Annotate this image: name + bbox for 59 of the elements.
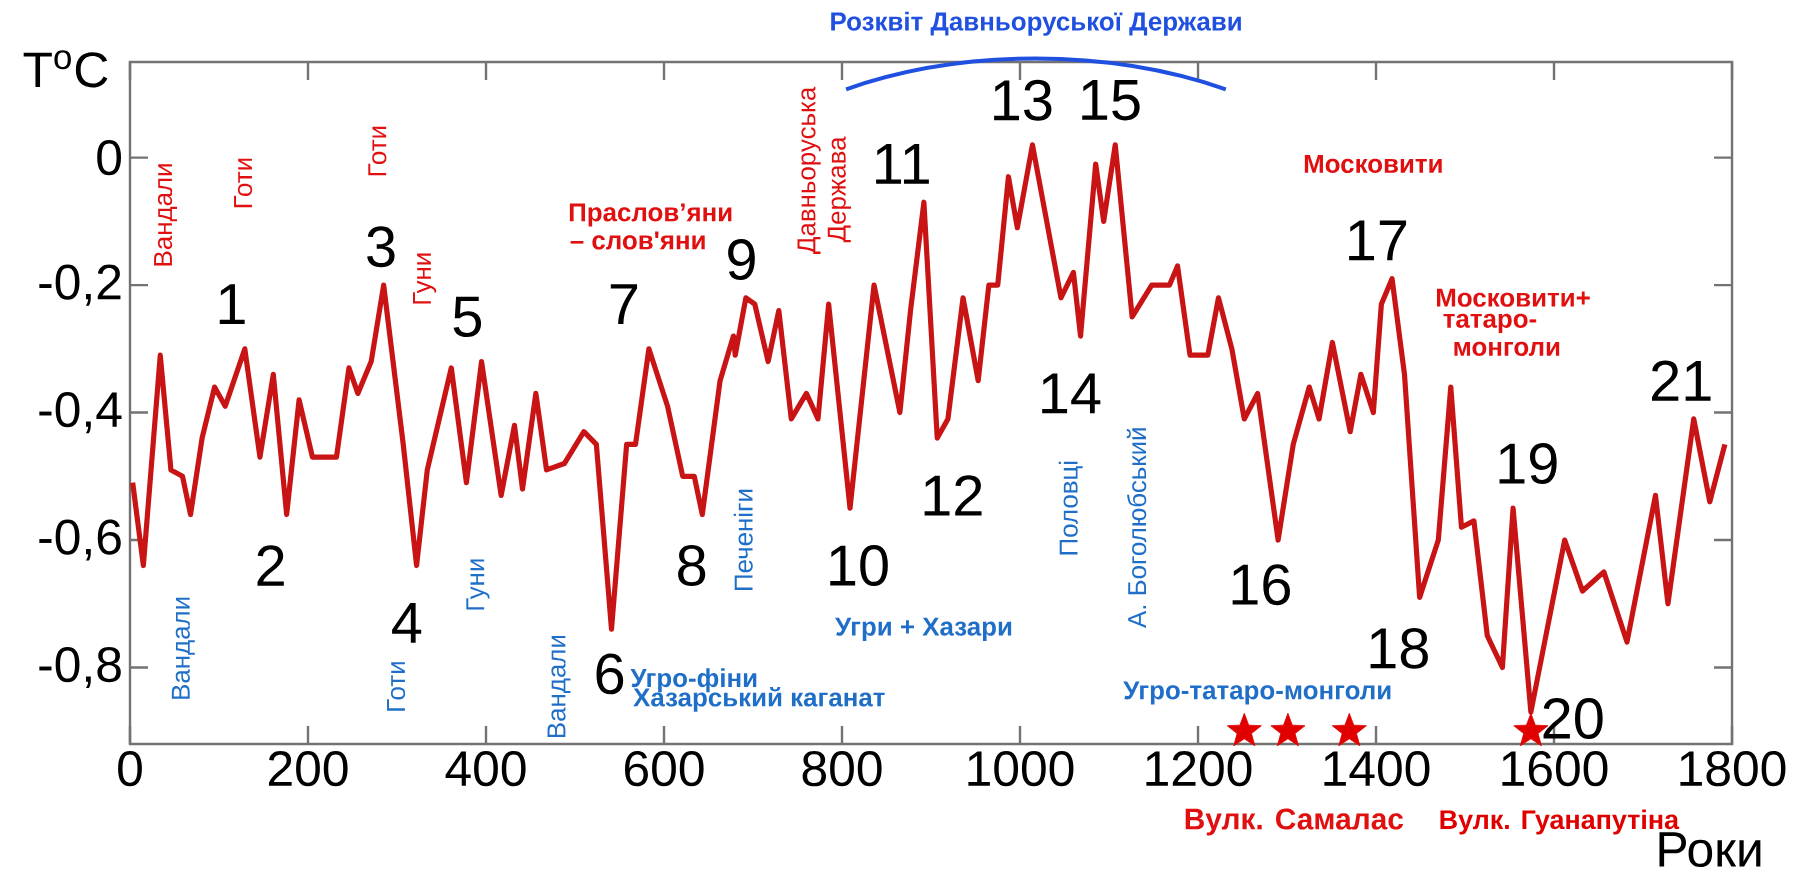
annotation: Печеніги: [733, 489, 753, 590]
y-tick-label: -0,6: [39, 519, 121, 561]
y-tick-label: -0,8: [39, 646, 121, 689]
annotation: Московити+: [1436, 288, 1590, 307]
annotation: Вандали: [547, 635, 571, 738]
annotation: Угро-татаро-монголи: [1123, 681, 1391, 705]
x-tick-label: 600: [624, 751, 704, 787]
x-tick-label: 400: [445, 751, 526, 787]
annotation: Готи: [387, 662, 406, 711]
x-tick-label: 1000: [968, 751, 1074, 787]
annotation: 2: [257, 545, 284, 586]
annotation: 5: [453, 296, 482, 338]
y-axis-title: T$^{o}$C: [23, 50, 108, 88]
annotation: 17: [1349, 220, 1407, 261]
annotation: татаро-: [1443, 313, 1537, 334]
x-tick-label: 1800: [1680, 751, 1786, 787]
annotation: Готи: [368, 126, 387, 176]
text: Вулк. Самалас: [1185, 808, 1404, 836]
annotation: 21: [1652, 360, 1711, 401]
annotation: Гуни: [413, 253, 437, 304]
x-tick-label: 1200: [1146, 751, 1252, 787]
annotation: 13: [994, 79, 1052, 121]
annotation: Половці: [1058, 461, 1083, 555]
annotation: Праслов’яни: [569, 203, 732, 227]
x-tick-label: 800: [802, 751, 882, 787]
annotation: Московити: [1304, 154, 1442, 173]
annotation: 11: [876, 144, 929, 184]
annotation: 4: [392, 603, 422, 643]
annotation: 7: [610, 284, 638, 325]
annotation: 10: [830, 545, 888, 586]
annotation: 1: [219, 284, 245, 325]
annotation: 12: [924, 475, 982, 516]
annotation: 16: [1232, 564, 1290, 606]
annotation: 6: [596, 653, 624, 695]
y-tick-label: -0,2: [39, 264, 121, 306]
annotation: 14: [1042, 373, 1101, 414]
annotation: 15: [1082, 80, 1140, 121]
annotation: Угри + Хазари: [835, 617, 1012, 641]
y-tick-label: -0,4: [39, 391, 122, 434]
annotation: монголи: [1454, 341, 1560, 356]
annotation: А. Боголюбський: [1126, 428, 1147, 628]
annotation: 20: [1543, 698, 1603, 739]
x-tick-label: 1600: [1502, 751, 1608, 787]
annotation: 19: [1499, 443, 1557, 485]
annotation: Вандали: [154, 164, 178, 266]
y-tick-label: 0: [97, 139, 122, 176]
x-tick-label: 200: [268, 751, 348, 787]
annotation: Гуни: [466, 559, 490, 610]
annotation: Готи: [234, 158, 253, 208]
text: Розквіт Давньоруської Держави: [831, 11, 1241, 36]
annotation: 8: [678, 545, 706, 586]
annotation: 9: [728, 239, 755, 281]
annotation: – слов'яни: [570, 231, 705, 250]
annotation: 18: [1370, 627, 1428, 669]
annotation: Вандали: [171, 597, 195, 699]
x-tick-label: 1400: [1324, 751, 1430, 787]
annotation: 3: [367, 226, 395, 268]
annotation: Держава: [827, 136, 851, 243]
annotation: Давньоруська: [797, 86, 821, 254]
